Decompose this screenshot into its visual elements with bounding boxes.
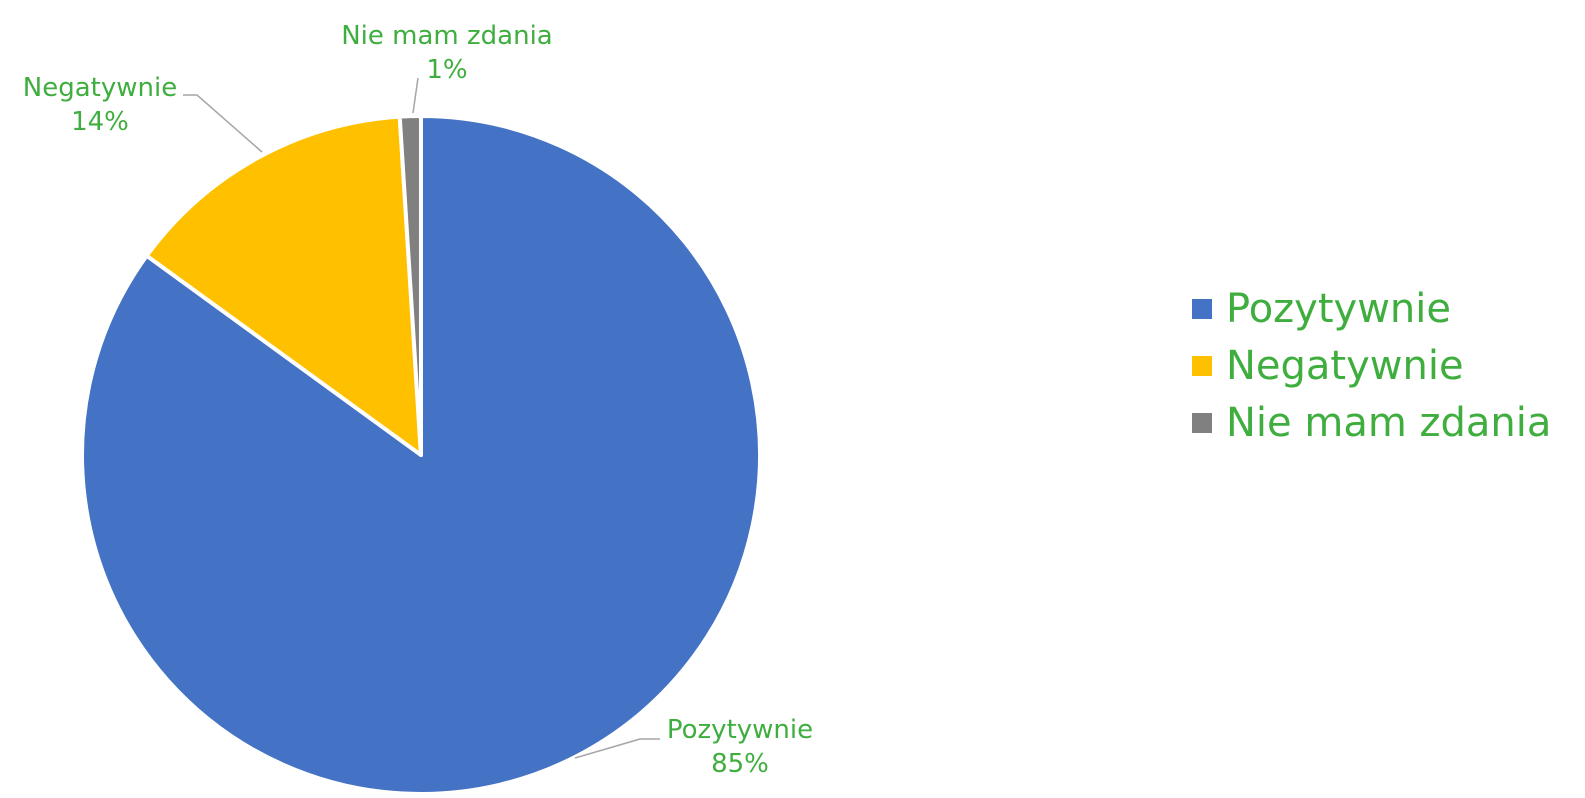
legend: Pozytywnie Negatywnie Nie mam zdania xyxy=(1192,280,1551,451)
data-label-category: Nie mam zdania xyxy=(341,21,553,51)
leader-line-negatywnie xyxy=(183,94,263,153)
pie-slice-pozytywnie xyxy=(80,114,762,796)
leader-lines xyxy=(183,77,660,759)
data-label-category: Negatywnie xyxy=(23,73,177,103)
legend-label: Pozytywnie xyxy=(1226,285,1451,332)
legend-swatch xyxy=(1192,412,1212,433)
data-labels: Pozytywnie 85% Negatywnie 14% Nie mam zdania… xyxy=(23,21,813,779)
data-label-nie-mam-zdania: Nie mam zdania 1% xyxy=(341,21,553,85)
pie-slices xyxy=(80,114,762,796)
legend-label: Negatywnie xyxy=(1226,342,1464,389)
data-label-category: Pozytywnie xyxy=(667,715,813,745)
legend-item-pozytywnie: Pozytywnie xyxy=(1192,280,1551,337)
leader-line-pozytywnie xyxy=(574,738,660,759)
data-label-percent: 14% xyxy=(71,107,129,137)
data-label-percent: 85% xyxy=(711,749,769,779)
legend-swatch xyxy=(1192,298,1212,319)
data-label-negatywnie: Negatywnie 14% xyxy=(23,73,177,137)
pie-slice-negatywnie xyxy=(144,114,423,457)
pie-slice-nie-mam-zdania xyxy=(397,114,423,457)
leader-line-nie-mam-zdania xyxy=(412,77,419,114)
legend-item-nie-mam-zdania: Nie mam zdania xyxy=(1192,394,1551,451)
legend-item-negatywnie: Negatywnie xyxy=(1192,337,1551,394)
data-label-pozytywnie: Pozytywnie 85% xyxy=(667,715,813,779)
legend-label: Nie mam zdania xyxy=(1226,399,1552,446)
data-label-percent: 1% xyxy=(426,55,467,85)
legend-swatch xyxy=(1192,355,1212,376)
